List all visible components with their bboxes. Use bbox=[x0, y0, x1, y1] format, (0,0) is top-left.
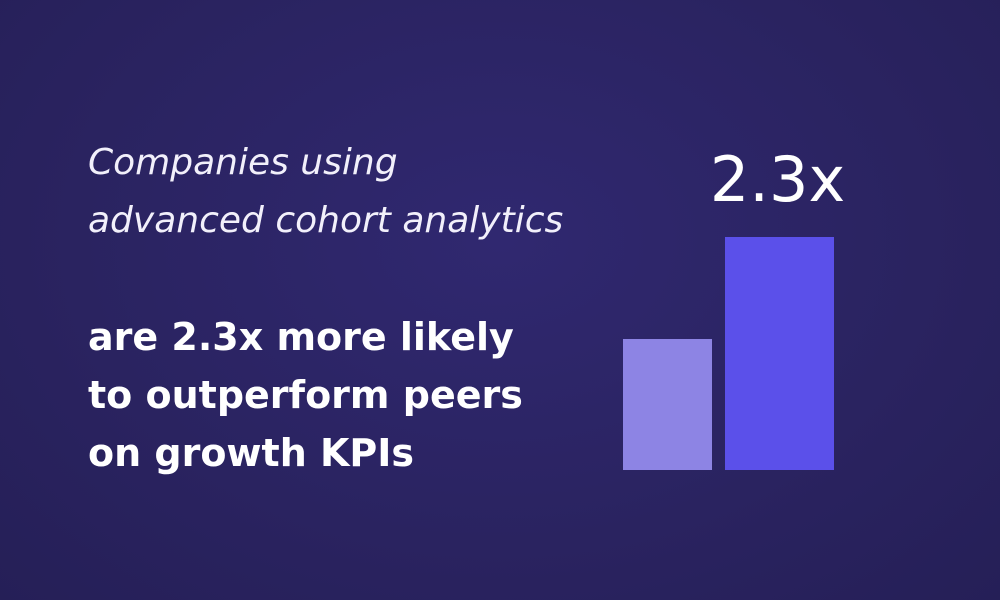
statement-line: to outperform peers bbox=[88, 373, 523, 417]
intro-line: advanced cohort analytics bbox=[88, 200, 564, 241]
intro-line: Companies using bbox=[88, 142, 398, 183]
statement-line: on growth KPIs bbox=[88, 431, 415, 475]
statement-line: are 2.3x more likely bbox=[88, 315, 514, 359]
intro-text: Companies using advanced cohort analytic… bbox=[88, 134, 563, 250]
statement-text: are 2.3x more likely to outperform peers… bbox=[88, 308, 523, 482]
baseline-bar bbox=[623, 339, 712, 470]
highlight-bar bbox=[725, 237, 834, 470]
stat-value: 2.3x bbox=[709, 143, 846, 216]
